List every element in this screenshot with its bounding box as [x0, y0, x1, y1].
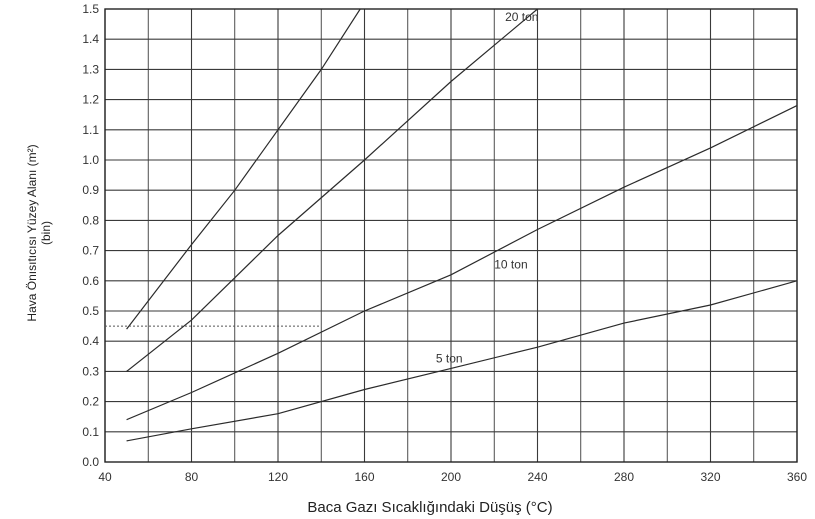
tick-labels: 40 80 120 160 200 240 280 320 360 0.0 0.1 0.2 0.3 0.4… [82, 2, 807, 484]
y-tick-label: 0.5 [82, 304, 99, 318]
y-tick-label: 1.1 [82, 123, 99, 137]
y-tick-label: 1.0 [82, 153, 99, 167]
y-tick-label: 0.6 [82, 274, 99, 288]
x-tick-label: 240 [527, 470, 547, 484]
y-tick-label: 0.7 [82, 244, 99, 258]
grid [104, 8, 798, 463]
y-tick-label: 0.0 [82, 455, 99, 469]
y-tick-label: 0.3 [82, 364, 99, 378]
x-tick-label: 160 [354, 470, 374, 484]
series-line-2 [126, 9, 538, 372]
y-tick-label: 1.3 [82, 62, 99, 76]
series-label: 10 ton [494, 258, 527, 272]
series-label: 20 ton [505, 10, 538, 24]
series-labels: 20 ton 10 ton 5 ton [436, 10, 539, 365]
y-axis-subtitle: (bin) [39, 221, 53, 245]
y-tick-label: 0.8 [82, 213, 99, 227]
y-tick-label: 0.2 [82, 395, 99, 409]
series-line-4 [126, 280, 797, 442]
x-tick-label: 80 [185, 470, 199, 484]
x-tick-label: 320 [700, 470, 720, 484]
y-axis-title: Hava Önısıtıcısı Yüzey Alanı (m²) [25, 144, 39, 321]
x-tick-label: 120 [268, 470, 288, 484]
series-line-1 [126, 9, 361, 330]
y-tick-label: 0.9 [82, 183, 99, 197]
y-tick-label: 1.2 [82, 93, 99, 107]
y-tick-label: 1.5 [82, 2, 99, 16]
x-tick-label: 280 [614, 470, 634, 484]
series-line-3 [126, 105, 797, 421]
x-axis-title: Baca Gazı Sıcaklığındaki Düşüş (°C) [307, 499, 552, 516]
series-group [126, 9, 797, 442]
plot-frame [104, 8, 798, 463]
y-tick-label: 0.4 [82, 334, 99, 348]
y-tick-label: 0.1 [82, 425, 99, 439]
series-label: 5 ton [436, 351, 463, 365]
y-tick-label: 1.4 [82, 32, 99, 46]
x-tick-label: 200 [441, 470, 461, 484]
x-tick-label: 360 [787, 470, 807, 484]
x-tick-label: 40 [98, 470, 112, 484]
